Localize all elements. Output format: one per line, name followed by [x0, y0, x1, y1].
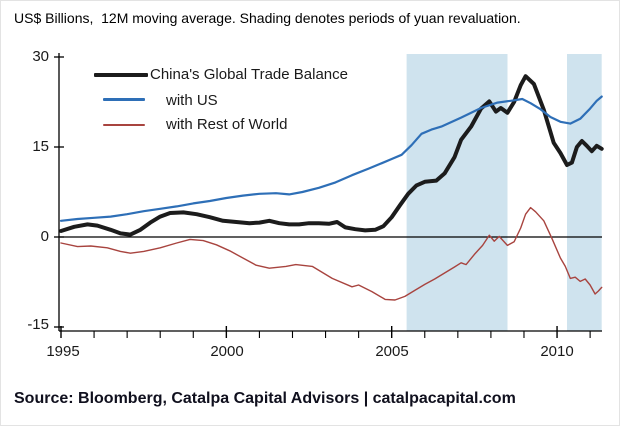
x-axis-label-2005: 2005: [375, 343, 409, 360]
x-axis-label-2000: 2000: [210, 343, 244, 360]
series-line-row: [60, 206, 603, 301]
y-axis-label-0: 0: [40, 228, 49, 245]
y-axis-label-30: 30: [32, 48, 49, 65]
x-axis-label-2010: 2010: [540, 343, 574, 360]
revaluation-shading-band-1: [406, 54, 508, 331]
x-axis-label-1995: 1995: [46, 343, 80, 360]
legend-label-us: with US: [166, 92, 218, 109]
chart-subtitle: US$ Billions, 12M moving average. Shadin…: [14, 10, 521, 26]
legend-label-rest-of-world: with Rest of World: [166, 116, 288, 133]
y-axis-label-neg15: -15: [27, 316, 49, 333]
series-line-us: [59, 95, 603, 222]
revaluation-shading-band-2: [567, 54, 602, 331]
series-line-global: [59, 74, 604, 237]
legend-line-rest-of-world: [103, 124, 145, 126]
legend-line-us: [103, 98, 145, 101]
legend-label-global: China's Global Trade Balance: [150, 66, 348, 83]
legend-line-global: [94, 73, 148, 77]
source-attribution: Source: Bloomberg, Catalpa Capital Advis…: [14, 390, 516, 407]
y-axis-label-15: 15: [32, 138, 49, 155]
